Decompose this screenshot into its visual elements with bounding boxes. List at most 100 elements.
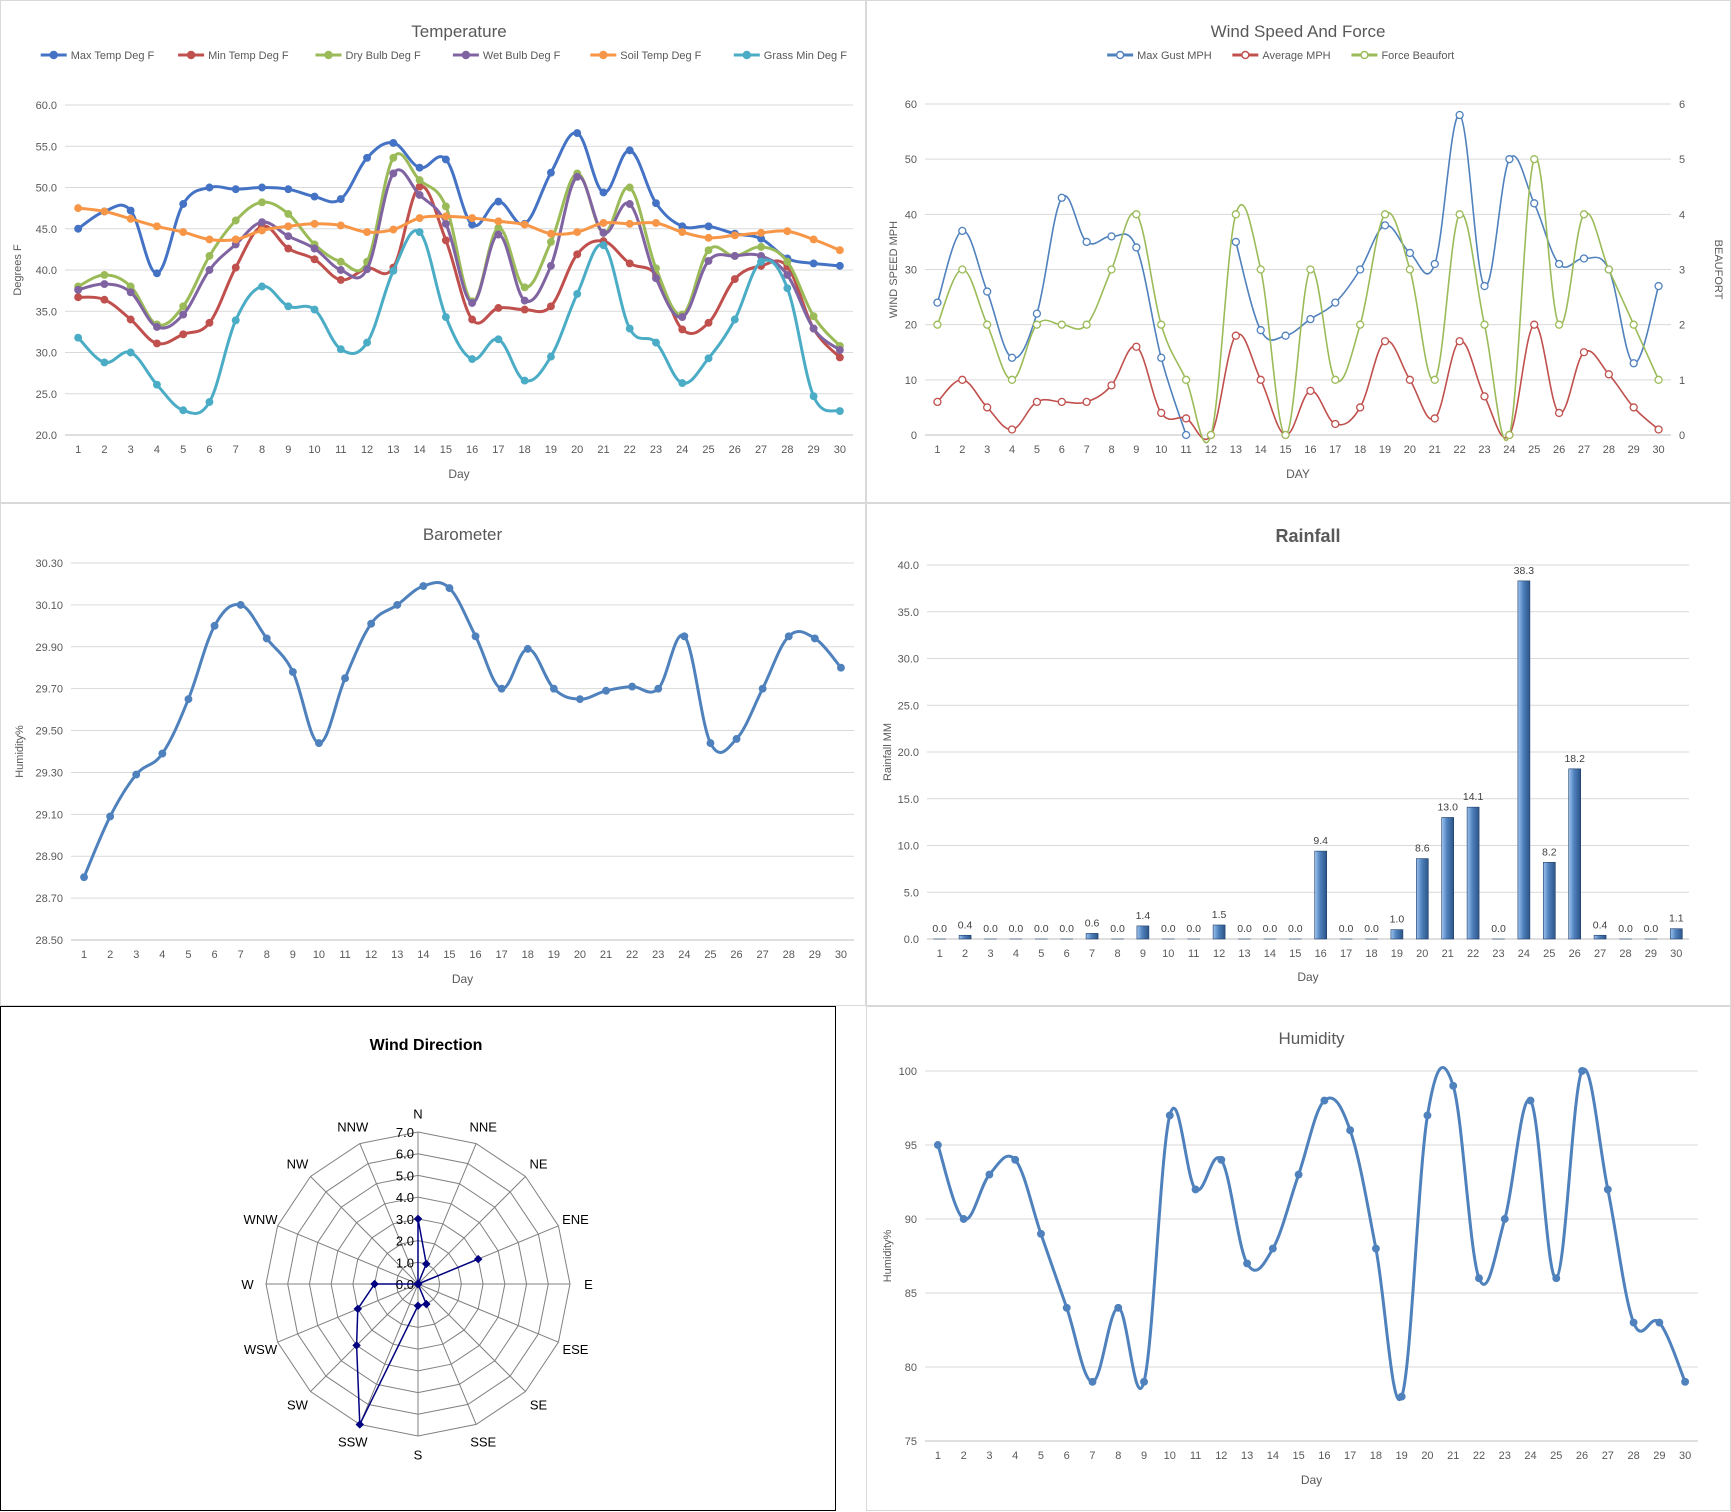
data-point bbox=[338, 258, 345, 265]
legend-label: Grass Min Deg F bbox=[764, 50, 847, 62]
data-point bbox=[1655, 283, 1662, 290]
data-point bbox=[1406, 249, 1413, 256]
x-tick-label: 16 bbox=[469, 949, 481, 961]
data-point bbox=[232, 236, 239, 243]
data-point bbox=[390, 155, 397, 162]
legend-label: Max Temp Deg F bbox=[71, 50, 155, 62]
data-point bbox=[311, 256, 318, 263]
data-point bbox=[259, 199, 266, 206]
data-point bbox=[626, 147, 633, 154]
x-tick-label: 3 bbox=[128, 444, 134, 456]
data-point bbox=[1192, 1186, 1199, 1193]
direction-label: NE bbox=[530, 1156, 548, 1171]
data-point bbox=[626, 184, 633, 191]
data-label: 0.0 bbox=[1339, 923, 1354, 935]
data-point bbox=[416, 215, 423, 222]
data-point bbox=[1527, 1097, 1534, 1104]
data-point bbox=[370, 1280, 378, 1288]
y-tick-label: 35.0 bbox=[36, 306, 57, 318]
direction-label: NNW bbox=[337, 1120, 369, 1135]
data-point bbox=[443, 156, 450, 163]
data-point bbox=[626, 221, 633, 228]
x-tick-label: 29 bbox=[1628, 444, 1640, 456]
x-tick-label: 16 bbox=[1315, 948, 1327, 960]
x-tick-label: 2 bbox=[959, 444, 965, 456]
data-point bbox=[1158, 321, 1165, 328]
data-label: 0.0 bbox=[1288, 923, 1303, 935]
x-tick-label: 20 bbox=[1416, 948, 1428, 960]
rainfall-bar bbox=[1543, 862, 1555, 939]
x-tick-label: 24 bbox=[1503, 444, 1515, 456]
data-point bbox=[626, 201, 633, 208]
x-tick-label: 1 bbox=[937, 948, 943, 960]
y2-tick-label: 0 bbox=[1679, 430, 1685, 442]
x-tick-label: 9 bbox=[1141, 1450, 1147, 1462]
x-tick-label: 13 bbox=[1238, 948, 1250, 960]
data-label: 38.3 bbox=[1514, 565, 1535, 577]
data-point bbox=[154, 270, 161, 277]
data-point bbox=[1357, 266, 1364, 273]
x-tick-label: 20 bbox=[574, 949, 586, 961]
x-tick-label: 3 bbox=[984, 444, 990, 456]
rainfall-bar bbox=[1416, 859, 1428, 939]
data-point bbox=[1009, 376, 1016, 383]
x-tick-label: 8 bbox=[264, 949, 270, 961]
data-point bbox=[75, 225, 82, 232]
radar-spoke bbox=[418, 1177, 525, 1284]
data-point bbox=[422, 1300, 430, 1308]
x-tick-label: 23 bbox=[1492, 948, 1504, 960]
data-point bbox=[338, 196, 345, 203]
data-point bbox=[1295, 1171, 1302, 1178]
x-tick-label: 6 bbox=[1059, 444, 1065, 456]
x-tick-label: 26 bbox=[1576, 1450, 1588, 1462]
data-point bbox=[1232, 211, 1239, 218]
x-tick-label: 7 bbox=[238, 949, 244, 961]
radial-tick-label: 6.0 bbox=[396, 1147, 414, 1162]
data-point bbox=[784, 272, 791, 279]
data-point bbox=[1115, 1305, 1122, 1312]
legend-label: Min Temp Deg F bbox=[208, 50, 289, 62]
x-tick-label: 2 bbox=[961, 1450, 967, 1462]
data-point bbox=[548, 303, 555, 310]
series-line bbox=[937, 325, 1658, 440]
data-point bbox=[681, 633, 688, 640]
x-tick-label: 26 bbox=[730, 949, 742, 961]
x-tick-label: 17 bbox=[496, 949, 508, 961]
data-point bbox=[1012, 1157, 1019, 1164]
legend-point-marker bbox=[50, 52, 57, 59]
data-point bbox=[1183, 432, 1190, 439]
data-point bbox=[311, 193, 318, 200]
x-tick-label: 6 bbox=[1064, 948, 1070, 960]
data-point bbox=[732, 232, 739, 239]
x-tick-label: 27 bbox=[1594, 948, 1606, 960]
y-tick-label: 28.70 bbox=[35, 893, 63, 905]
data-point bbox=[364, 229, 371, 236]
x-tick-label: 21 bbox=[1447, 1450, 1459, 1462]
x-tick-label: 4 bbox=[154, 444, 160, 456]
data-point bbox=[1357, 404, 1364, 411]
data-point bbox=[285, 223, 292, 230]
data-point bbox=[1605, 371, 1612, 378]
data-point bbox=[1580, 211, 1587, 218]
data-point bbox=[1373, 1245, 1380, 1252]
data-point bbox=[422, 1260, 430, 1268]
data-point bbox=[548, 169, 555, 176]
data-point bbox=[577, 696, 584, 703]
data-point bbox=[548, 263, 555, 270]
x-tick-label: 30 bbox=[1670, 948, 1682, 960]
y-tick-label: 80 bbox=[905, 1362, 917, 1374]
data-point bbox=[1506, 432, 1513, 439]
radial-tick-label: 1.0 bbox=[396, 1255, 414, 1270]
data-point bbox=[285, 186, 292, 193]
data-point bbox=[390, 226, 397, 233]
x-tick-label: 26 bbox=[729, 444, 741, 456]
y-tick-label: 40.0 bbox=[898, 560, 919, 572]
data-point bbox=[705, 320, 712, 327]
x-tick-label: 14 bbox=[1267, 1450, 1279, 1462]
x-tick-label: 8 bbox=[1115, 1450, 1121, 1462]
direction-label: SE bbox=[530, 1398, 548, 1413]
direction-label: E bbox=[584, 1277, 593, 1292]
data-point bbox=[1630, 1319, 1637, 1326]
data-point bbox=[206, 399, 213, 406]
